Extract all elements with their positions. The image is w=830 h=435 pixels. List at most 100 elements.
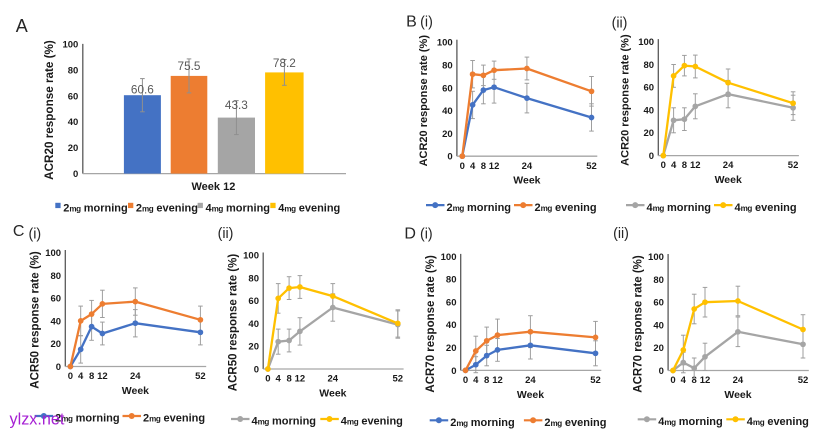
svg-text:24: 24 (525, 375, 536, 386)
svg-text:Week: Week (517, 389, 544, 401)
svg-text:Week: Week (513, 175, 540, 187)
svg-text:100: 100 (648, 252, 664, 263)
svg-text:4: 4 (276, 374, 282, 385)
svg-text:ACR20 response rate (%): ACR20 response rate (%) (418, 35, 430, 167)
svg-text:24: 24 (733, 375, 744, 386)
svg-text:2mg evening: 2mg evening (544, 417, 606, 429)
svg-text:0: 0 (460, 161, 465, 172)
svg-text:60.6: 60.6 (131, 83, 154, 97)
svg-text:40: 40 (446, 320, 457, 331)
svg-text:2mg morning: 2mg morning (447, 202, 512, 214)
svg-text:2mg morning: 2mg morning (63, 202, 128, 214)
svg-text:4mg evening: 4mg evening (278, 202, 340, 214)
svg-text:12: 12 (492, 375, 503, 386)
svg-text:Week: Week (319, 387, 346, 399)
svg-text:B: B (406, 13, 417, 30)
svg-text:4mg morning: 4mg morning (252, 416, 317, 428)
svg-text:8: 8 (484, 375, 489, 386)
svg-text:100: 100 (441, 252, 457, 263)
svg-text:0: 0 (447, 152, 452, 163)
svg-text:ylzx.net: ylzx.net (10, 411, 65, 429)
svg-text:4mg evening: 4mg evening (735, 202, 797, 214)
svg-text:60: 60 (446, 298, 457, 309)
svg-text:100: 100 (62, 40, 78, 51)
svg-text:2mg evening: 2mg evening (136, 202, 198, 214)
svg-text:80: 80 (68, 66, 79, 77)
svg-text:60: 60 (442, 83, 453, 94)
svg-text:(i): (i) (28, 227, 41, 243)
svg-text:0: 0 (670, 375, 675, 386)
svg-text:52: 52 (195, 371, 206, 382)
svg-text:43.3: 43.3 (225, 98, 248, 112)
svg-text:52: 52 (590, 375, 601, 386)
svg-text:4: 4 (470, 161, 476, 172)
svg-text:ACR70 response rate (%): ACR70 response rate (%) (632, 255, 644, 393)
svg-text:(ii): (ii) (613, 226, 629, 242)
svg-text:4: 4 (473, 375, 479, 386)
svg-text:80: 80 (248, 273, 259, 284)
svg-text:60: 60 (248, 296, 259, 307)
svg-text:0: 0 (659, 366, 664, 377)
svg-text:Week: Week (122, 385, 149, 397)
svg-text:8: 8 (89, 371, 94, 382)
svg-text:80: 80 (644, 60, 655, 71)
svg-text:20: 20 (51, 339, 62, 350)
svg-text:20: 20 (442, 129, 453, 140)
svg-text:100: 100 (45, 248, 61, 259)
svg-text:ACR50 response rate (%): ACR50 response rate (%) (227, 254, 239, 392)
svg-text:80: 80 (446, 275, 457, 286)
svg-text:0: 0 (463, 375, 468, 386)
svg-text:4mg evening: 4mg evening (341, 416, 403, 428)
svg-text:D: D (404, 226, 416, 243)
svg-text:8: 8 (682, 160, 687, 171)
svg-text:4mg morning: 4mg morning (206, 202, 271, 214)
svg-text:0: 0 (56, 362, 61, 373)
svg-text:0: 0 (649, 151, 654, 162)
svg-text:ACR20 response rate (%): ACR20 response rate (%) (619, 34, 631, 166)
svg-text:40: 40 (51, 316, 62, 327)
svg-text:12: 12 (489, 161, 500, 172)
svg-text:75.5: 75.5 (178, 59, 201, 73)
svg-text:C: C (13, 223, 25, 240)
svg-text:24: 24 (130, 371, 141, 382)
svg-text:24: 24 (328, 374, 339, 385)
svg-text:2mg evening: 2mg evening (535, 202, 597, 214)
svg-text:80: 80 (51, 271, 62, 282)
svg-text:0: 0 (73, 169, 78, 180)
svg-text:8: 8 (481, 161, 486, 172)
svg-text:40: 40 (248, 319, 259, 330)
svg-text:8: 8 (286, 374, 291, 385)
svg-text:20: 20 (446, 343, 457, 354)
svg-text:(ii): (ii) (218, 226, 234, 242)
svg-text:Week: Week (724, 389, 751, 401)
svg-text:4: 4 (78, 371, 84, 382)
svg-text:0: 0 (451, 366, 456, 377)
svg-text:0: 0 (265, 374, 270, 385)
svg-text:60: 60 (68, 91, 79, 102)
svg-text:2mg morning: 2mg morning (55, 413, 120, 425)
svg-text:(i): (i) (420, 14, 433, 30)
svg-text:24: 24 (522, 161, 533, 172)
svg-text:40: 40 (653, 320, 664, 331)
svg-text:40: 40 (442, 106, 453, 117)
svg-text:2mg evening: 2mg evening (143, 413, 205, 425)
svg-text:80: 80 (653, 275, 664, 286)
svg-text:2mg morning: 2mg morning (450, 417, 515, 429)
svg-text:52: 52 (788, 160, 799, 171)
svg-text:78.2: 78.2 (273, 56, 296, 70)
svg-text:A: A (16, 16, 28, 36)
svg-text:12: 12 (97, 371, 108, 382)
svg-text:(ii): (ii) (612, 15, 628, 31)
svg-text:52: 52 (798, 375, 809, 386)
svg-text:20: 20 (644, 128, 655, 139)
svg-text:8: 8 (692, 375, 697, 386)
svg-text:0: 0 (661, 160, 666, 171)
svg-text:4mg morning: 4mg morning (658, 416, 723, 428)
svg-text:60: 60 (51, 294, 62, 305)
svg-text:Week 12: Week 12 (191, 181, 235, 193)
svg-text:4mg morning: 4mg morning (647, 202, 712, 214)
svg-text:Week: Week (715, 174, 742, 186)
svg-text:0: 0 (68, 371, 73, 382)
svg-text:40: 40 (68, 117, 79, 128)
svg-text:20: 20 (248, 342, 259, 353)
